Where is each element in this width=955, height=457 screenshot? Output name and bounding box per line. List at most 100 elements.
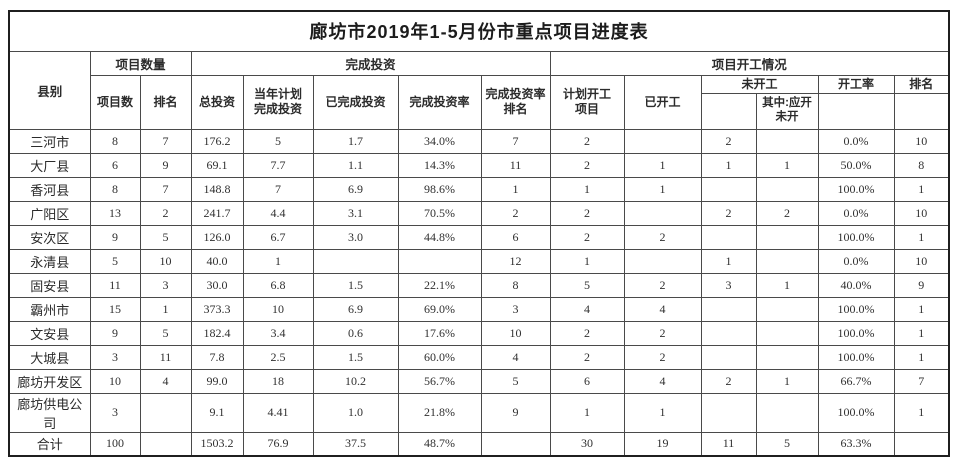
value-cell: 2 [549,320,625,346]
value-cell: 6.7 [242,224,314,250]
value-cell: 22.1% [397,272,482,298]
header-project-count-rank: 排名 [139,74,192,130]
value-cell: 7.7 [242,152,314,178]
value-cell: 14.3% [397,152,482,178]
value-cell: 5 [755,431,819,457]
value-cell: 2 [549,344,625,370]
value-cell: 11 [89,272,141,298]
project-progress-table: 廊坊市2019年1-5月份市重点项目进度表 县别 项目数量 完成投资 项目开工情… [8,10,951,457]
value-cell: 6 [480,224,551,250]
table-row: 安次区 9 5 126.0 6.7 3.0 44.8% 6 2 2 100.0% 1 [8,224,950,250]
value-cell [893,431,950,457]
value-cell: 69.1 [190,152,244,178]
value-cell [755,320,819,346]
table-row: 霸州市 15 1 373.3 10 6.9 69.0% 3 4 4 100.0% 1 [8,296,950,322]
value-cell: 0.0% [817,248,895,274]
value-cell: 1 [242,248,314,274]
value-cell: 126.0 [190,224,244,250]
value-cell: 7 [139,176,192,202]
total-row: 合计 100 1503.2 76.9 37.5 48.7% 30 19 11 5 63.3% [8,431,950,457]
value-cell [755,248,819,274]
title-row: 廊坊市2019年1-5月份市重点项目进度表 [8,10,950,52]
table-row: 香河县 8 7 148.8 7 6.9 98.6% 1 1 1 100.0% 1 [8,176,950,202]
value-cell [755,176,819,202]
value-cell [623,128,702,154]
value-cell [755,128,819,154]
value-cell: 1 [893,224,950,250]
value-cell: 6 [549,368,625,394]
value-cell: 4 [623,368,702,394]
value-cell [397,248,482,274]
value-cell: 7 [139,128,192,154]
value-cell: 2 [700,200,757,226]
value-cell: 373.3 [190,296,244,322]
value-cell: 19 [623,431,702,457]
value-cell: 1 [755,152,819,178]
value-cell: 2 [755,200,819,226]
value-cell: 4 [549,296,625,322]
value-cell: 7 [480,128,551,154]
value-cell: 56.7% [397,368,482,394]
value-cell: 60.0% [397,344,482,370]
value-cell: 40.0 [190,248,244,274]
value-cell: 63.3% [817,431,895,457]
value-cell: 9 [893,272,950,298]
value-cell: 1 [549,392,625,433]
value-cell: 10 [893,248,950,274]
value-cell: 3 [139,272,192,298]
header-project-count: 项目数 [89,74,141,130]
table-row: 大厂县 6 9 69.1 7.7 1.1 14.3% 11 2 1 1 1 50.0% 8 [8,152,950,178]
value-cell: 10 [893,128,950,154]
value-cell: 21.8% [397,392,482,433]
value-cell: 12 [480,248,551,274]
value-cell: 3.4 [242,320,314,346]
value-cell: 5 [89,248,141,274]
value-cell [700,296,757,322]
value-cell [700,224,757,250]
value-cell: 148.8 [190,176,244,202]
value-cell: 5 [480,368,551,394]
value-cell: 1 [700,248,757,274]
value-cell: 4 [480,344,551,370]
header-group-completed-investment: 完成投资 [190,50,551,76]
value-cell: 1 [549,176,625,202]
value-cell: 10 [89,368,141,394]
value-cell: 48.7% [397,431,482,457]
county-cell: 广阳区 [8,200,91,226]
value-cell: 7 [893,368,950,394]
value-cell: 13 [89,200,141,226]
value-cell: 1 [893,176,950,202]
header-group-project-count: 项目数量 [89,50,192,76]
value-cell: 100.0% [817,224,895,250]
header-group-start-status: 项目开工情况 [549,50,950,76]
value-cell: 9 [89,320,141,346]
header-completion-rate: 完成投资率 [397,74,482,130]
table-row: 固安县 11 3 30.0 6.8 1.5 22.1% 8 5 2 3 1 40.0% 9 [8,272,950,298]
value-cell: 1.0 [312,392,399,433]
county-cell: 固安县 [8,272,91,298]
value-cell [312,248,399,274]
value-cell: 11 [139,344,192,370]
value-cell: 1 [755,272,819,298]
county-cell: 三河市 [8,128,91,154]
value-cell: 11 [700,431,757,457]
header-total-investment: 总投资 [190,74,244,130]
table-body: 三河市 8 7 176.2 5 1.7 34.0% 7 2 2 0.0% 10 大厂县 6 9 69.1 7.7… [8,128,950,457]
value-cell: 5 [139,320,192,346]
value-cell: 2 [549,224,625,250]
value-cell [700,344,757,370]
value-cell: 3 [89,392,141,433]
value-cell: 76.9 [242,431,314,457]
value-cell: 4 [139,368,192,394]
value-cell: 100.0% [817,392,895,433]
value-cell: 7.8 [190,344,244,370]
value-cell: 1 [700,152,757,178]
value-cell: 15 [89,296,141,322]
value-cell: 2 [623,272,702,298]
value-cell: 3 [480,296,551,322]
value-cell: 0.0% [817,200,895,226]
value-cell: 30.0 [190,272,244,298]
value-cell: 34.0% [397,128,482,154]
value-cell: 37.5 [312,431,399,457]
